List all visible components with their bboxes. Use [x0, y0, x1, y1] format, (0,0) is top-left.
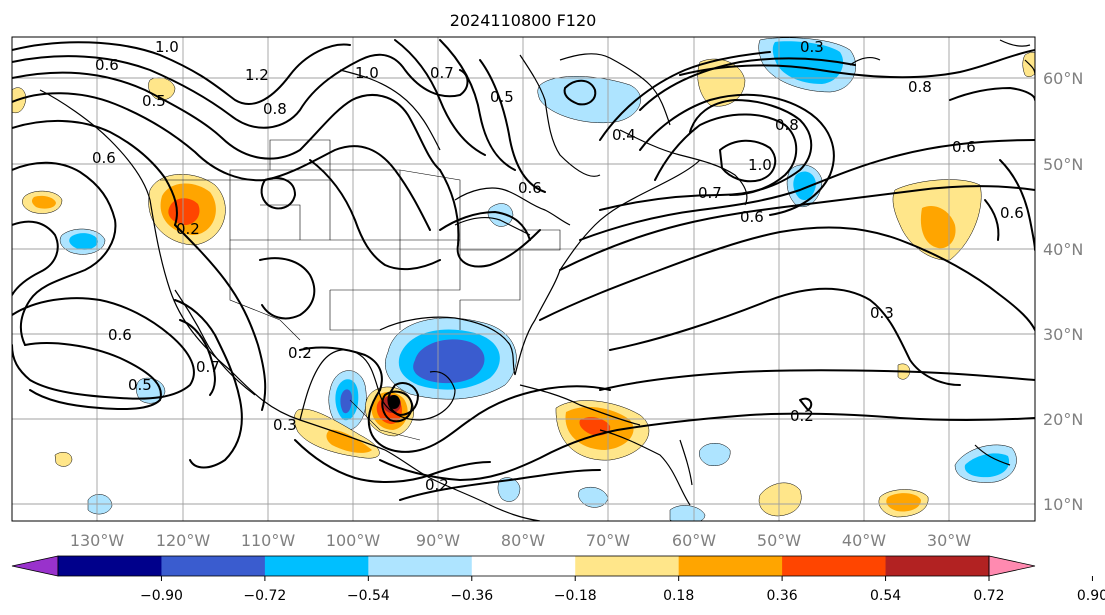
- lat-label: 60°N: [1043, 69, 1083, 88]
- contour-label: 0.7: [698, 184, 722, 202]
- lat-lon-grid: [12, 37, 1035, 521]
- contour-label: 1.2: [245, 66, 269, 84]
- contour-label: 1.0: [355, 64, 379, 82]
- contour-label: 0.2: [288, 344, 312, 362]
- contour-label: 0.8: [263, 100, 287, 118]
- colorbar-segment: [678, 556, 783, 576]
- lon-label: 30°W: [927, 531, 971, 550]
- lat-label: 50°N: [1043, 155, 1083, 174]
- contour-label: 0.2: [425, 476, 449, 494]
- colorbar-extend-high: [988, 555, 1036, 577]
- lon-label: 50°W: [757, 531, 801, 550]
- colorbar-segments: [58, 556, 990, 576]
- colorbar-extend-low: [11, 555, 59, 577]
- contour-label: 0.6: [518, 179, 542, 197]
- colorbar-segment: [575, 556, 680, 576]
- colorbar-tick-label: 0.18: [663, 588, 694, 604]
- colorbar: −0.90 −0.72 −0.54 −0.36 −0.18 0.18 0.36 0.54 0.7…: [11, 555, 1105, 604]
- contour-label: 0.6: [1000, 204, 1024, 222]
- lon-label: 80°W: [501, 531, 545, 550]
- lon-label: 60°W: [672, 531, 716, 550]
- lon-label: 110°W: [241, 531, 296, 550]
- contour-label: 0.2: [176, 220, 200, 238]
- colorbar-tick-label: −0.54: [347, 588, 390, 604]
- colorbar-segment: [161, 556, 266, 576]
- colorbar-segment: [264, 556, 369, 576]
- contour-label: 0.7: [430, 64, 454, 82]
- contour-label: 0.4: [612, 126, 636, 144]
- map-border: [11, 36, 1036, 522]
- colorbar-segment: [471, 556, 576, 576]
- contour-label: 0.7: [196, 358, 220, 376]
- map-panel: 1.0 1.0 0.7 0.6 0.5 1.2 0.8 0.5 0.6 0.6 …: [11, 36, 1036, 522]
- contour-label: 0.5: [128, 376, 152, 394]
- contour-label: 0.6: [95, 56, 119, 74]
- contour-label: 1.0: [748, 156, 772, 174]
- contour-label: 0.5: [490, 88, 514, 106]
- contour-label: 0.3: [800, 38, 824, 56]
- longitude-labels: 130°W 120°W 110°W 100°W 90°W 80°W 70°W 6…: [70, 531, 971, 550]
- lat-label: 20°N: [1043, 410, 1083, 429]
- contour-label: 0.8: [908, 78, 932, 96]
- colorbar-tick-label: −0.90: [140, 588, 183, 604]
- contour-label: 0.3: [870, 304, 894, 322]
- colorbar-segment: [885, 556, 990, 576]
- colorbar-tick-label: 0.54: [870, 588, 901, 604]
- colorbar-tick-label: 0.36: [767, 588, 798, 604]
- contour-label: 0.6: [108, 326, 132, 344]
- colorbar-segment: [782, 556, 887, 576]
- lon-label: 70°W: [586, 531, 630, 550]
- lon-label: 120°W: [156, 531, 211, 550]
- contour-label: 1.0: [155, 38, 179, 56]
- state-borders: [160, 139, 561, 441]
- contour-label: 0.6: [740, 208, 764, 226]
- contour-label: 0.6: [92, 149, 116, 167]
- lat-label: 40°N: [1043, 240, 1083, 259]
- colorbar-tick-label: −0.18: [554, 588, 597, 604]
- colorbar-tick-label: 0.72: [973, 588, 1004, 604]
- lon-label: 130°W: [70, 531, 125, 550]
- colorbar-ticks: −0.90 −0.72 −0.54 −0.36 −0.18 0.18 0.36 0.54 0.7…: [140, 576, 1105, 604]
- contour-label: 0.6: [952, 138, 976, 156]
- contour-label: 0.5: [142, 92, 166, 110]
- colorbar-segment: [58, 556, 162, 576]
- colorbar-segment: [368, 556, 473, 576]
- map-title: 2024110800 F120: [450, 11, 597, 30]
- latitude-labels: 60°N 50°N 40°N 30°N 20°N 10°N: [1043, 69, 1083, 514]
- lon-label: 100°W: [326, 531, 381, 550]
- colorbar-tick-label: 0.90: [1077, 588, 1105, 604]
- lon-label: 90°W: [416, 531, 460, 550]
- lon-label: 40°W: [842, 531, 886, 550]
- colorbar-tick-label: −0.72: [243, 588, 286, 604]
- contour-label: 0.3: [273, 416, 297, 434]
- lat-label: 10°N: [1043, 495, 1083, 514]
- contour-lines: [12, 39, 1035, 501]
- contour-labels: 1.0 1.0 0.7 0.6 0.5 1.2 0.8 0.5 0.6 0.6 …: [92, 38, 1024, 494]
- colorbar-tick-label: −0.36: [450, 588, 493, 604]
- contour-label: 0.2: [790, 407, 814, 425]
- lat-label: 30°N: [1043, 325, 1083, 344]
- contour-label: 0.8: [775, 116, 799, 134]
